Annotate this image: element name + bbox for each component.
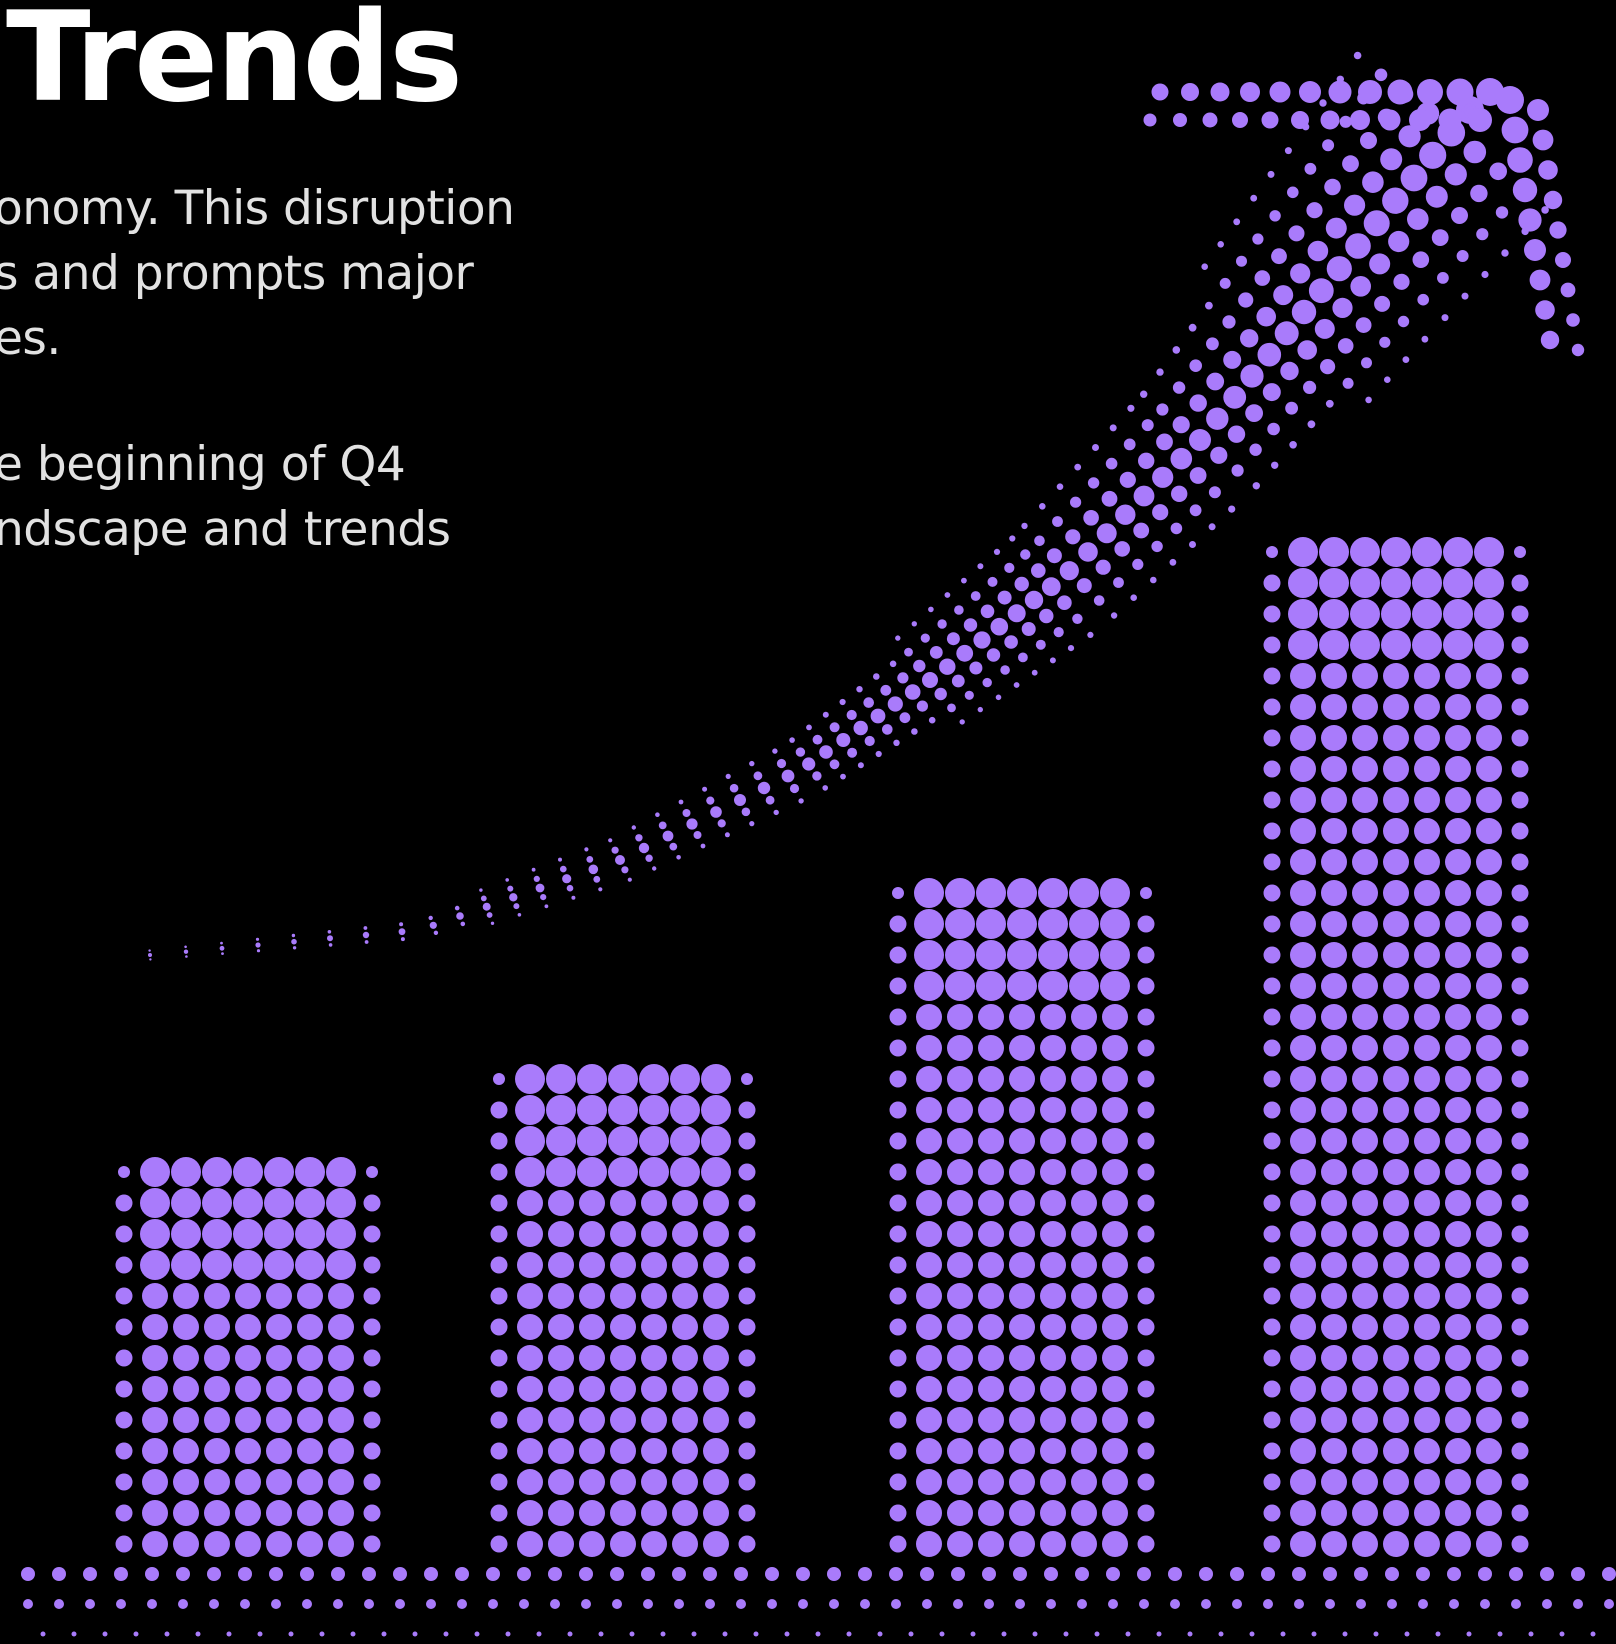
second-paragraph: e beginning of Q4 ndscape and trends	[0, 432, 451, 562]
bar-2	[490, 1064, 756, 1557]
paragraph-line: s and prompts major	[0, 246, 474, 301]
baseline-dots	[21, 1567, 1616, 1637]
bar-1	[115, 1157, 381, 1557]
paragraph-line: ndscape and trends	[0, 502, 451, 557]
paragraph-line: es.	[0, 311, 61, 366]
rising-trend-arrow	[148, 51, 1585, 961]
bar-4	[1263, 537, 1529, 1557]
paragraph-line: onomy. This disruption	[0, 181, 515, 236]
intro-paragraph: onomy. This disruption s and prompts maj…	[0, 176, 515, 371]
bar-3	[889, 878, 1155, 1557]
paragraph-line: e beginning of Q4	[0, 437, 406, 492]
page-title: Trends	[6, 0, 463, 130]
